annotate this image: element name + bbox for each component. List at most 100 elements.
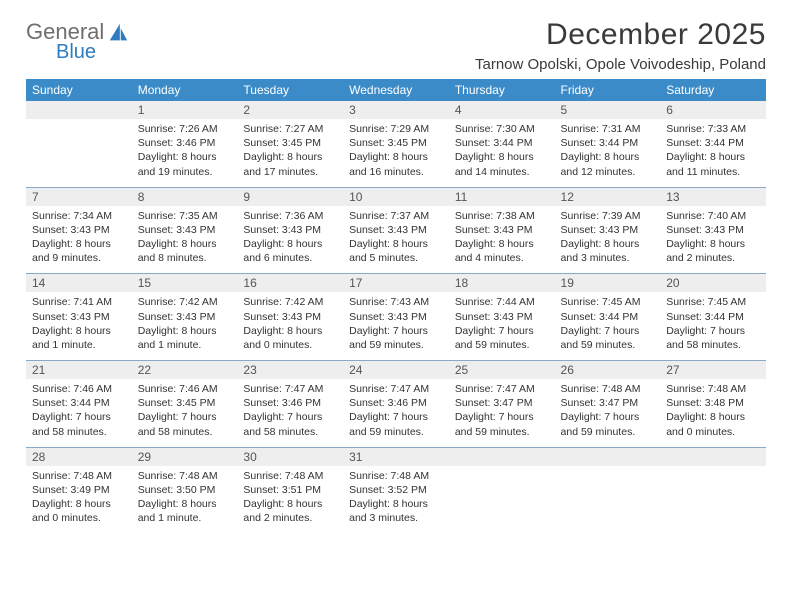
- day-line: Daylight: 8 hours: [32, 324, 126, 338]
- day-line: Sunrise: 7:46 AM: [138, 382, 232, 396]
- calendar-cell: 18Sunrise: 7:44 AMSunset: 3:43 PMDayligh…: [449, 274, 555, 361]
- calendar-cell: 5Sunrise: 7:31 AMSunset: 3:44 PMDaylight…: [555, 101, 661, 187]
- day-line: and 0 minutes.: [243, 338, 337, 352]
- day-body: Sunrise: 7:33 AMSunset: 3:44 PMDaylight:…: [660, 119, 766, 187]
- day-line: Daylight: 7 hours: [666, 324, 760, 338]
- day-line: and 16 minutes.: [349, 165, 443, 179]
- day-line: Daylight: 7 hours: [32, 410, 126, 424]
- day-line: Sunset: 3:43 PM: [455, 223, 549, 237]
- day-line: Sunrise: 7:40 AM: [666, 209, 760, 223]
- day-body: Sunrise: 7:46 AMSunset: 3:45 PMDaylight:…: [132, 379, 238, 447]
- calendar-header-row: SundayMondayTuesdayWednesdayThursdayFrid…: [26, 79, 766, 101]
- brand-word2: Blue: [56, 43, 104, 62]
- calendar-cell: 22Sunrise: 7:46 AMSunset: 3:45 PMDayligh…: [132, 361, 238, 448]
- calendar-cell: 17Sunrise: 7:43 AMSunset: 3:43 PMDayligh…: [343, 274, 449, 361]
- day-line: Sunrise: 7:42 AM: [138, 295, 232, 309]
- day-line: Sunrise: 7:38 AM: [455, 209, 549, 223]
- day-body: Sunrise: 7:45 AMSunset: 3:44 PMDaylight:…: [555, 292, 661, 360]
- day-line: and 1 minute.: [138, 511, 232, 525]
- day-line: Sunset: 3:44 PM: [32, 396, 126, 410]
- day-line: Sunset: 3:46 PM: [243, 396, 337, 410]
- day-line: Daylight: 7 hours: [561, 324, 655, 338]
- day-number: 5: [555, 101, 661, 119]
- day-line: Sunset: 3:43 PM: [561, 223, 655, 237]
- day-line: Sunrise: 7:27 AM: [243, 122, 337, 136]
- day-line: Sunrise: 7:47 AM: [455, 382, 549, 396]
- day-line: Sunrise: 7:29 AM: [349, 122, 443, 136]
- day-number: 12: [555, 188, 661, 206]
- day-line: and 59 minutes.: [561, 425, 655, 439]
- day-line: Sunrise: 7:35 AM: [138, 209, 232, 223]
- day-body: Sunrise: 7:47 AMSunset: 3:46 PMDaylight:…: [237, 379, 343, 447]
- calendar-cell: 15Sunrise: 7:42 AMSunset: 3:43 PMDayligh…: [132, 274, 238, 361]
- calendar-table: SundayMondayTuesdayWednesdayThursdayFrid…: [26, 79, 766, 533]
- day-line: Sunrise: 7:43 AM: [349, 295, 443, 309]
- day-line: Sunrise: 7:30 AM: [455, 122, 549, 136]
- day-number: 3: [343, 101, 449, 119]
- day-line: Daylight: 8 hours: [243, 150, 337, 164]
- day-line: and 17 minutes.: [243, 165, 337, 179]
- day-line: Sunrise: 7:44 AM: [455, 295, 549, 309]
- day-line: Sunset: 3:44 PM: [666, 136, 760, 150]
- day-line: Daylight: 8 hours: [666, 237, 760, 251]
- day-number: 15: [132, 274, 238, 292]
- day-body: Sunrise: 7:46 AMSunset: 3:44 PMDaylight:…: [26, 379, 132, 447]
- day-number-empty: [555, 448, 661, 466]
- day-line: Sunset: 3:43 PM: [349, 310, 443, 324]
- day-line: and 1 minute.: [138, 338, 232, 352]
- calendar-week-row: 14Sunrise: 7:41 AMSunset: 3:43 PMDayligh…: [26, 274, 766, 361]
- calendar-cell: 28Sunrise: 7:48 AMSunset: 3:49 PMDayligh…: [26, 447, 132, 533]
- calendar-cell: 13Sunrise: 7:40 AMSunset: 3:43 PMDayligh…: [660, 187, 766, 274]
- day-line: Daylight: 8 hours: [349, 497, 443, 511]
- day-body: Sunrise: 7:26 AMSunset: 3:46 PMDaylight:…: [132, 119, 238, 187]
- day-line: Daylight: 8 hours: [666, 150, 760, 164]
- day-line: Sunset: 3:51 PM: [243, 483, 337, 497]
- day-line: Daylight: 7 hours: [455, 324, 549, 338]
- calendar-cell: [26, 101, 132, 187]
- day-line: Sunrise: 7:48 AM: [138, 469, 232, 483]
- calendar-cell: 29Sunrise: 7:48 AMSunset: 3:50 PMDayligh…: [132, 447, 238, 533]
- calendar-cell: 23Sunrise: 7:47 AMSunset: 3:46 PMDayligh…: [237, 361, 343, 448]
- day-line: and 2 minutes.: [666, 251, 760, 265]
- header: General Blue December 2025 Tarnow Opolsk…: [26, 18, 766, 73]
- day-number: 14: [26, 274, 132, 292]
- weekday-header: Tuesday: [237, 79, 343, 101]
- calendar-cell: 9Sunrise: 7:36 AMSunset: 3:43 PMDaylight…: [237, 187, 343, 274]
- day-body: Sunrise: 7:30 AMSunset: 3:44 PMDaylight:…: [449, 119, 555, 187]
- weekday-header: Friday: [555, 79, 661, 101]
- title-block: December 2025 Tarnow Opolski, Opole Voiv…: [475, 18, 766, 73]
- day-line: and 58 minutes.: [138, 425, 232, 439]
- day-body: Sunrise: 7:47 AMSunset: 3:47 PMDaylight:…: [449, 379, 555, 447]
- day-body: Sunrise: 7:48 AMSunset: 3:49 PMDaylight:…: [26, 466, 132, 534]
- day-line: and 0 minutes.: [32, 511, 126, 525]
- day-body: Sunrise: 7:48 AMSunset: 3:52 PMDaylight:…: [343, 466, 449, 534]
- day-line: and 59 minutes.: [455, 425, 549, 439]
- location-text: Tarnow Opolski, Opole Voivodeship, Polan…: [475, 56, 766, 73]
- day-line: and 3 minutes.: [349, 511, 443, 525]
- day-number: 10: [343, 188, 449, 206]
- day-line: Sunrise: 7:34 AM: [32, 209, 126, 223]
- day-line: and 58 minutes.: [243, 425, 337, 439]
- day-body: Sunrise: 7:31 AMSunset: 3:44 PMDaylight:…: [555, 119, 661, 187]
- day-body: Sunrise: 7:36 AMSunset: 3:43 PMDaylight:…: [237, 206, 343, 274]
- day-number: 16: [237, 274, 343, 292]
- calendar-cell: 7Sunrise: 7:34 AMSunset: 3:43 PMDaylight…: [26, 187, 132, 274]
- day-line: Daylight: 8 hours: [561, 150, 655, 164]
- day-line: Daylight: 8 hours: [561, 237, 655, 251]
- day-number: 24: [343, 361, 449, 379]
- day-line: Sunset: 3:46 PM: [349, 396, 443, 410]
- day-line: Sunset: 3:45 PM: [243, 136, 337, 150]
- day-line: Sunset: 3:43 PM: [32, 223, 126, 237]
- day-line: Daylight: 8 hours: [455, 237, 549, 251]
- day-line: Sunrise: 7:31 AM: [561, 122, 655, 136]
- day-number: 8: [132, 188, 238, 206]
- day-line: Sunset: 3:46 PM: [138, 136, 232, 150]
- day-line: Sunset: 3:43 PM: [138, 223, 232, 237]
- day-number: 21: [26, 361, 132, 379]
- calendar-cell: 1Sunrise: 7:26 AMSunset: 3:46 PMDaylight…: [132, 101, 238, 187]
- day-line: Sunrise: 7:46 AM: [32, 382, 126, 396]
- day-line: Sunset: 3:47 PM: [561, 396, 655, 410]
- day-line: Sunrise: 7:45 AM: [666, 295, 760, 309]
- day-line: Daylight: 8 hours: [243, 237, 337, 251]
- calendar-cell: 11Sunrise: 7:38 AMSunset: 3:43 PMDayligh…: [449, 187, 555, 274]
